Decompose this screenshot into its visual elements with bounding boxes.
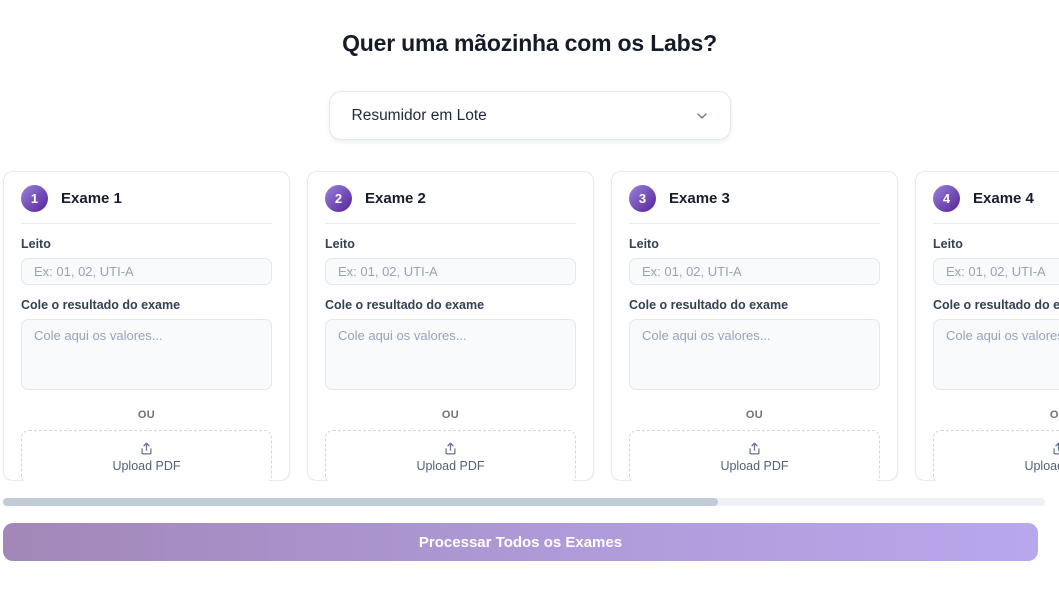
leito-label: Leito bbox=[629, 237, 659, 251]
leito-label: Leito bbox=[21, 237, 51, 251]
upload-pdf-button[interactable]: Upload PDF bbox=[21, 430, 272, 481]
upload-pdf-button[interactable]: Upload PDF bbox=[933, 430, 1059, 481]
leito-input[interactable] bbox=[629, 258, 880, 285]
leito-input[interactable] bbox=[325, 258, 576, 285]
mode-select-dropdown[interactable]: Resumidor em Lote bbox=[328, 91, 731, 140]
upload-icon bbox=[1051, 442, 1059, 457]
or-divider: OU bbox=[137, 409, 156, 421]
result-label: Cole o resultado do exame bbox=[933, 298, 1059, 312]
exam-card-title: Exame 3 bbox=[669, 190, 730, 207]
exam-number-badge: 1 bbox=[21, 185, 48, 212]
leito-label: Leito bbox=[325, 237, 355, 251]
result-textarea[interactable] bbox=[21, 319, 272, 390]
upload-pdf-button[interactable]: Upload PDF bbox=[325, 430, 576, 481]
exam-number-badge: 4 bbox=[933, 185, 960, 212]
leito-input[interactable] bbox=[933, 258, 1059, 285]
card-divider bbox=[933, 223, 1059, 224]
horizontal-scrollbar-thumb[interactable] bbox=[3, 498, 718, 506]
result-textarea[interactable] bbox=[325, 319, 576, 390]
exam-card-1: 1 Exame 1 Leito Cole o resultado do exam… bbox=[3, 171, 290, 481]
exam-card-title: Exame 1 bbox=[61, 190, 122, 207]
horizontal-scrollbar-track[interactable] bbox=[3, 498, 1045, 506]
card-header: 3 Exame 3 bbox=[629, 185, 880, 212]
upload-label: Upload PDF bbox=[112, 458, 181, 473]
card-divider bbox=[325, 223, 576, 224]
exam-cards-row: 1 Exame 1 Leito Cole o resultado do exam… bbox=[0, 171, 1059, 481]
card-header: 1 Exame 1 bbox=[21, 185, 272, 212]
page-title: Quer uma mãozinha com os Labs? bbox=[342, 30, 717, 56]
upload-icon bbox=[139, 442, 154, 457]
leito-input[interactable] bbox=[21, 258, 272, 285]
exam-card-2: 2 Exame 2 Leito Cole o resultado do exam… bbox=[307, 171, 594, 481]
card-header: 4 Exame 4 bbox=[933, 185, 1059, 212]
result-textarea[interactable] bbox=[629, 319, 880, 390]
result-textarea[interactable] bbox=[933, 319, 1059, 390]
upload-pdf-button[interactable]: Upload PDF bbox=[629, 430, 880, 481]
upload-label: Upload PDF bbox=[416, 458, 485, 473]
card-divider bbox=[629, 223, 880, 224]
result-label: Cole o resultado do exame bbox=[325, 298, 485, 312]
leito-label: Leito bbox=[933, 237, 963, 251]
exam-card-3: 3 Exame 3 Leito Cole o resultado do exam… bbox=[611, 171, 898, 481]
chevron-down-icon bbox=[694, 108, 710, 124]
exam-number-badge: 3 bbox=[629, 185, 656, 212]
card-divider bbox=[21, 223, 272, 224]
or-divider: OU bbox=[441, 409, 460, 421]
exam-number-badge: 2 bbox=[325, 185, 352, 212]
exam-card-title: Exame 4 bbox=[973, 190, 1034, 207]
upload-label: Upload PDF bbox=[720, 458, 789, 473]
result-label: Cole o resultado do exame bbox=[21, 298, 181, 312]
upload-icon bbox=[443, 442, 458, 457]
exam-card-title: Exame 2 bbox=[365, 190, 426, 207]
upload-label: Upload PDF bbox=[1024, 458, 1059, 473]
upload-icon bbox=[747, 442, 762, 457]
result-label: Cole o resultado do exame bbox=[629, 298, 789, 312]
or-divider: OU bbox=[745, 409, 764, 421]
card-header: 2 Exame 2 bbox=[325, 185, 576, 212]
process-all-exams-button[interactable]: Processar Todos os Exames bbox=[3, 523, 1038, 561]
or-divider: OU bbox=[1049, 409, 1059, 421]
exam-card-4: 4 Exame 4 Leito Cole o resultado do exam… bbox=[915, 171, 1059, 481]
mode-select-value: Resumidor em Lote bbox=[351, 106, 487, 124]
